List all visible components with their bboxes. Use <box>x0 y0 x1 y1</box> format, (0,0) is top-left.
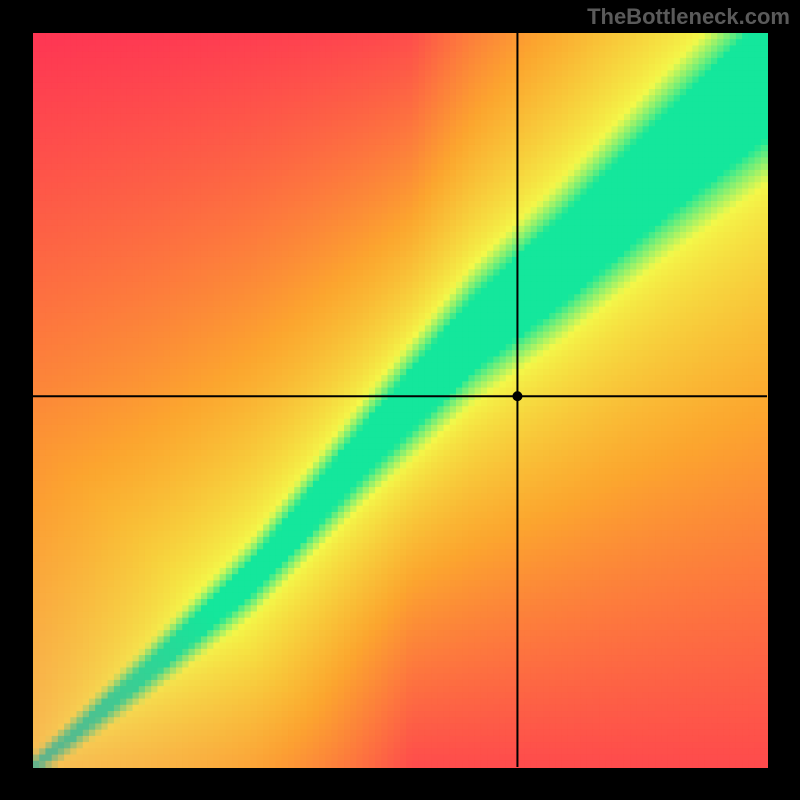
watermark-text: TheBottleneck.com <box>587 4 790 30</box>
bottleneck-heatmap <box>0 0 800 800</box>
